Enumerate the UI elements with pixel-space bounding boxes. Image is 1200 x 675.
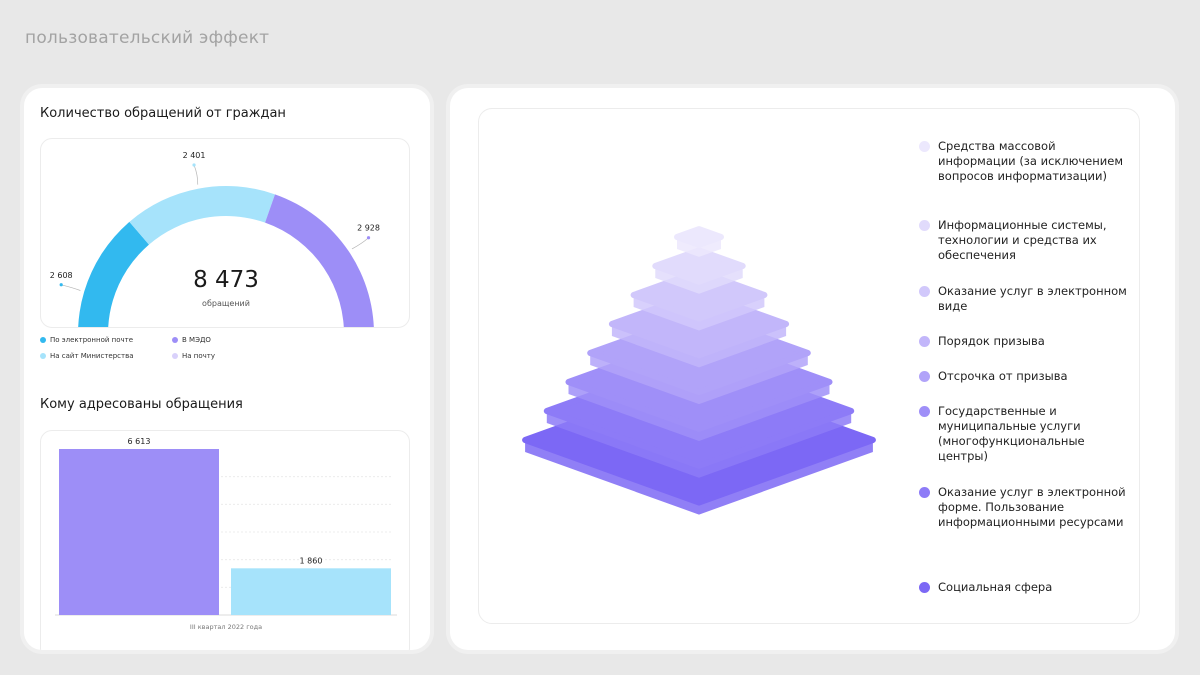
legend-dot (919, 220, 930, 231)
bar (231, 568, 391, 615)
legend-item-medo: В МЭДО (172, 336, 211, 344)
right-card: Средства массовой информации (за исключе… (450, 88, 1175, 650)
pyramid-layer (652, 247, 746, 294)
legend-label: Информационные системы, технологии и сре… (938, 218, 1107, 262)
legend-dot (919, 487, 930, 498)
left-card: Количество обращений от граждан 2 608 2 4… (24, 88, 430, 650)
legend-label: Отсрочка от призыва (938, 369, 1068, 383)
legend-dot (40, 337, 46, 343)
legend-label: Государственные и муниципальные услуги (… (938, 404, 1085, 463)
pyramid-legend-item: Государственные и муниципальные услуги (… (919, 404, 1129, 464)
legend-dot (172, 337, 178, 343)
donut-total-label: обращений (202, 299, 250, 308)
pyramid-legend-item: Средства массовой информации (за исключе… (919, 139, 1129, 184)
pyramid-legend-item: Оказание услуг в электронной форме. Поль… (919, 485, 1129, 530)
legend-item-website: На сайт Министерства (40, 352, 134, 360)
legend-label: По электронной почте (50, 336, 134, 344)
donut-callout-line (351, 237, 369, 250)
donut-segment (129, 186, 275, 245)
donut-value-label: 2 608 (50, 271, 73, 280)
donut-value-label: 2 928 (357, 224, 380, 233)
legend-item-email: По электронной почте (40, 336, 133, 344)
donut-value-label: 2 401 (183, 151, 206, 160)
pyramid-legend-item: Оказание услуг в электронном виде (919, 284, 1129, 314)
legend-label: Социальная сфера (938, 580, 1053, 594)
donut-segment (78, 221, 149, 327)
legend-dot (919, 286, 930, 297)
legend-item-post: На почту (172, 352, 215, 360)
left-panel: Количество обращений от граждан 2 608 2 4… (20, 84, 434, 654)
donut-callout-dot (192, 163, 196, 167)
pyramid-legend-item: Отсрочка от призыва (919, 369, 1129, 384)
right-panel: Средства массовой информации (за исключе… (446, 84, 1179, 654)
donut-callout-line (61, 284, 81, 291)
pyramid-legend-item: Социальная сфера (919, 580, 1129, 595)
pyramid-layer (674, 226, 724, 257)
page-title: пользовательский эффект (25, 28, 270, 48)
donut-callout-dot (59, 283, 63, 287)
legend-dot (919, 141, 930, 152)
pyramid-legend-item: Порядок призыва (919, 334, 1129, 349)
legend-dot (919, 582, 930, 593)
bar-x-label: III квартал 2022 года (189, 623, 263, 631)
legend-label: Порядок призыва (938, 334, 1045, 348)
bar-chart-box: 6 613 1 860 III квартал 2022 года (40, 430, 410, 650)
legend-label: Средства массовой информации (за исключе… (938, 139, 1124, 183)
legend-dot (919, 406, 930, 417)
pyramid-layer (630, 268, 768, 331)
bar-value-label: 1 860 (300, 556, 323, 565)
donut-total-value: 8 473 (193, 267, 259, 293)
bar-chart: 6 613 1 860 (55, 437, 397, 616)
donut-callout-line (193, 164, 199, 185)
legend-dot (919, 371, 930, 382)
addressees-title: Кому адресованы обращения (40, 397, 243, 412)
pyramid-box: Средства массовой информации (за исключе… (478, 108, 1140, 624)
donut-callout-dot (366, 236, 371, 240)
legend-dot (40, 353, 46, 359)
donut-segment (265, 194, 374, 327)
pyramid-legend-item: Информационные системы, технологии и сре… (919, 218, 1129, 263)
bar-value-label: 6 613 (128, 437, 151, 446)
requests-count-title: Количество обращений от граждан (40, 106, 286, 121)
legend-label: В МЭДО (182, 336, 211, 344)
legend-dot (919, 336, 930, 347)
pyramid-chart (522, 226, 876, 515)
legend-label: Оказание услуг в электронной форме. Поль… (938, 485, 1126, 529)
bar (59, 449, 219, 615)
legend-label: На почту (182, 352, 215, 360)
legend-dot (172, 353, 178, 359)
legend-label: На сайт Министерства (50, 352, 134, 360)
legend-label: Оказание услуг в электронном виде (938, 284, 1127, 313)
